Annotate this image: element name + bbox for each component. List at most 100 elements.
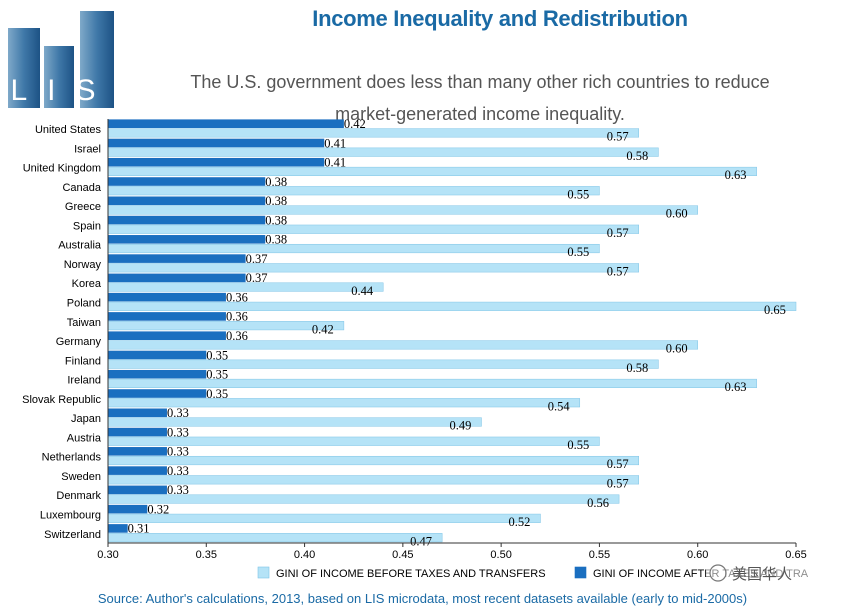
x-tick-label: 0.40 (294, 549, 315, 561)
x-tick-label: 0.35 (196, 549, 217, 561)
category-label: Canada (62, 182, 101, 194)
data-label-after: 0.37 (246, 252, 268, 266)
data-label-after: 0.33 (167, 425, 189, 439)
watermark-text: 美国华人 (732, 565, 792, 583)
data-label-after: 0.41 (324, 136, 346, 150)
x-tick-label: 0.50 (490, 549, 511, 561)
bar-before (107, 147, 659, 157)
data-label-after: 0.33 (167, 464, 189, 478)
bar-after (108, 254, 246, 263)
category-label: United Kingdom (23, 163, 101, 175)
data-label-before: 0.60 (666, 342, 688, 356)
data-label-before: 0.49 (449, 419, 471, 433)
page-subtitle: The U.S. government does less than many … (190, 72, 770, 124)
bar-after (108, 119, 344, 128)
category-label: Luxembourg (40, 509, 101, 521)
category-label: Poland (67, 297, 101, 309)
data-label-before: 0.55 (567, 438, 589, 452)
category-label: Switzerland (44, 529, 101, 541)
bar-after (108, 389, 207, 398)
data-label-after: 0.41 (324, 156, 346, 170)
bar-before (107, 494, 620, 504)
page-title: Income Inequality and Redistribution (312, 6, 688, 31)
bar-after (108, 466, 167, 475)
data-label-after: 0.35 (206, 387, 228, 401)
bar-after (108, 524, 128, 533)
logo-text: LIS (10, 74, 115, 107)
category-label: Japan (71, 413, 101, 425)
data-label-before: 0.55 (567, 245, 589, 259)
x-tick-label: 0.30 (97, 549, 118, 561)
category-label: Norway (64, 259, 102, 271)
bar-after (108, 331, 226, 340)
bar-after (108, 504, 148, 514)
category-label: Australia (58, 240, 102, 252)
data-label-before: 0.58 (626, 149, 648, 163)
bar-before (107, 128, 639, 138)
data-label-before: 0.57 (607, 265, 629, 279)
data-label-before: 0.57 (607, 130, 629, 144)
bar-before (107, 417, 482, 427)
bar-before (107, 263, 639, 273)
data-label-after: 0.35 (206, 368, 228, 382)
lis-logo: LIS (8, 11, 115, 108)
bar-before (107, 224, 639, 234)
data-label-before: 0.44 (351, 284, 374, 298)
bar-before (107, 359, 659, 369)
bar-before (107, 301, 797, 311)
data-label-before: 0.54 (548, 399, 571, 413)
legend-swatch (257, 566, 270, 579)
category-label: Slovak Republic (22, 394, 101, 406)
category-label: Ireland (67, 375, 101, 387)
x-tick-label: 0.60 (687, 549, 708, 561)
data-label-before: 0.55 (567, 187, 589, 201)
data-label-after: 0.42 (344, 117, 366, 131)
category-label: Finland (65, 355, 101, 367)
bar-after (108, 215, 266, 225)
data-label-before: 0.57 (607, 226, 629, 240)
legend-label: GINI OF INCOME BEFORE TAXES AND TRANSFER… (276, 568, 546, 580)
category-label: Greece (65, 201, 101, 213)
bar-after (108, 196, 266, 206)
data-label-before: 0.57 (607, 457, 629, 471)
data-label-after: 0.33 (167, 406, 189, 420)
category-label: Austria (67, 432, 102, 444)
bar-after (108, 350, 207, 360)
bar-after (108, 292, 226, 302)
bar-after (108, 273, 246, 283)
data-label-after: 0.38 (265, 213, 287, 227)
watermark-icon (709, 564, 727, 582)
category-label: Netherlands (42, 452, 102, 464)
bar-after (108, 408, 167, 418)
bar-after (108, 312, 226, 321)
category-label: Denmark (56, 490, 101, 502)
data-label-before: 0.56 (587, 496, 609, 510)
x-tick-label: 0.55 (589, 549, 610, 561)
source-note: Source: Author's calculations, 2013, bas… (97, 591, 748, 606)
category-label: Korea (72, 278, 102, 290)
legend-swatch (574, 566, 587, 579)
data-label-before: 0.65 (764, 303, 786, 317)
data-label-after: 0.33 (167, 483, 189, 497)
category-label: Sweden (61, 471, 101, 483)
bar-after (108, 157, 325, 167)
data-label-after: 0.36 (226, 310, 248, 324)
bar-after (108, 177, 266, 186)
data-label-before: 0.42 (312, 322, 334, 336)
data-label-after: 0.37 (246, 271, 268, 285)
bar-before (107, 533, 443, 543)
bar-before (107, 513, 541, 523)
x-tick-label: 0.45 (392, 549, 413, 561)
data-label-before: 0.63 (725, 168, 747, 182)
bar-before (107, 166, 757, 176)
bar-before (107, 186, 600, 196)
bar-after (108, 138, 325, 148)
bar-after (108, 447, 167, 456)
bar-after (108, 369, 207, 379)
data-label-before: 0.60 (666, 207, 688, 221)
data-label-before: 0.63 (725, 380, 747, 394)
data-label-after: 0.38 (265, 175, 287, 189)
bar-before (107, 243, 600, 254)
data-label-after: 0.36 (226, 290, 248, 304)
data-label-after: 0.32 (147, 502, 169, 516)
